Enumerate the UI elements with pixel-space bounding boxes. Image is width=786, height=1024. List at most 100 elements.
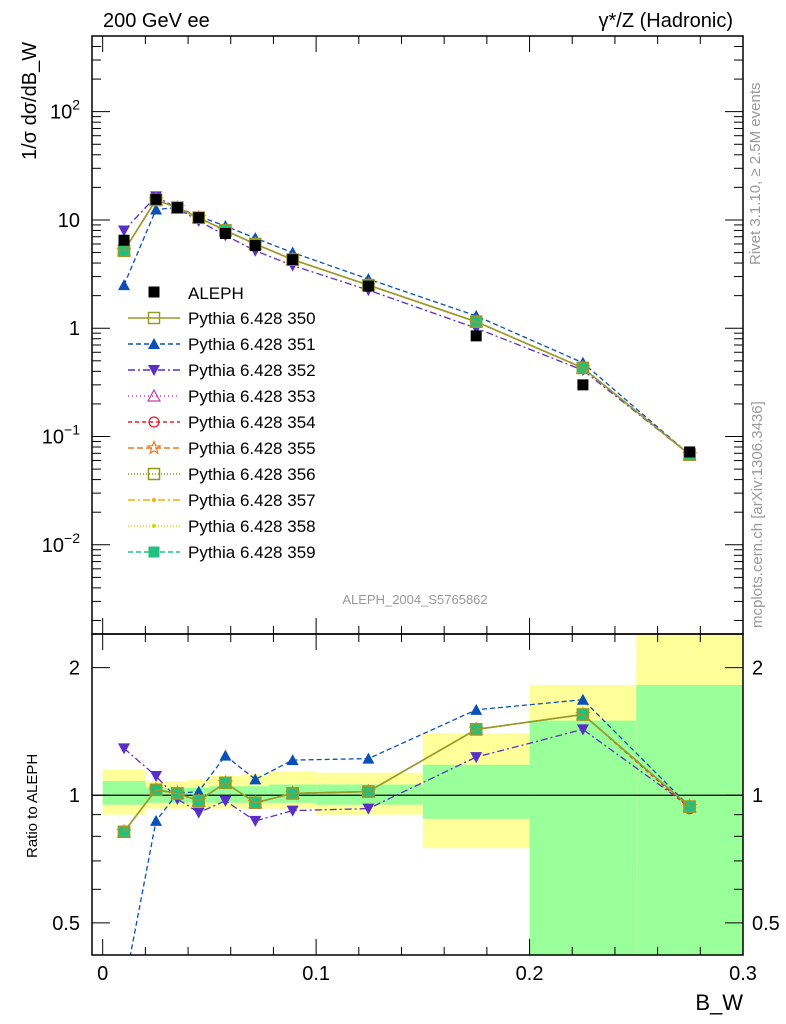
main-ylabel: 1/σ dσ/dB_W [19,42,41,160]
legend-label-s355: Pythia 6.428 355 [188,439,316,458]
legend-marker-data [148,286,160,298]
legend-label-s352: Pythia 6.428 352 [188,361,316,380]
data-point [684,446,696,458]
legend-marker-s351 [148,338,160,349]
data-point [219,227,231,239]
ratio-y-tick-label-left: 2 [69,658,80,680]
main-ylabel-text: 1/σ dσ/dB_W [19,42,41,160]
data-point [193,212,205,224]
point-s350 [219,776,232,790]
rivet-version-label: Rivet 3.1.10, ≥ 2.5M events [747,83,764,266]
legend-marker-s354 [148,416,160,428]
legend-entry-s359: Pythia 6.428 359 [128,543,316,562]
point-s351 [118,279,131,291]
legend-label-s350: Pythia 6.428 350 [188,309,316,328]
main-y-tick-label: 1 [69,318,80,340]
tick-base: 10 [42,427,64,449]
tick-exponent: −1 [64,422,80,438]
main-y-tick-label: 10−2 [42,530,80,557]
main-y-tick-label: 102 [50,97,80,124]
data-points [118,193,696,458]
legend-entry-s351: Pythia 6.428 351 [128,335,316,354]
series-line-s350 [123,713,691,833]
legend-label-s353: Pythia 6.428 353 [188,387,316,406]
legend-label-data: ALEPH [188,284,244,303]
x-tick-label: 0 [97,963,108,985]
series-line-s351 [129,699,691,955]
point-s351 [219,749,232,761]
x-tick-label: 0.3 [729,963,757,985]
tick-exponent: −2 [64,530,80,546]
series-s351 [129,693,696,955]
legend-entry-s356: Pythia 6.428 356 [128,465,316,484]
point-s352 [118,743,131,755]
point-s350 [286,787,299,800]
header-left: 200 GeV ee [103,10,210,32]
point-s352 [286,805,299,817]
legend-entry-data: ALEPH [148,284,244,303]
x-axis-label: B_W [695,990,743,1015]
point-s350 [149,783,163,797]
series-s350 [117,708,696,839]
point-s351 [286,754,299,766]
legend-marker-s357 [152,498,156,502]
legend-marker-s359 [148,546,160,558]
legend-label-s351: Pythia 6.428 351 [188,335,316,354]
point-s351 [249,773,262,785]
ratio-frame [91,633,744,956]
legend-label-s359: Pythia 6.428 359 [188,543,316,562]
point-s352 [192,807,205,819]
point-s350 [249,796,262,810]
legend-label-s354: Pythia 6.428 354 [188,413,316,432]
legend-marker-s352 [148,365,160,376]
point-s352 [150,771,163,783]
x-tick-label: 0.2 [516,963,544,985]
ratio-y-tick-label-left: 1 [69,785,80,807]
point-s359 [684,801,696,813]
ratio-uncertainty-bands [92,634,743,955]
legend-entry-s352: Pythia 6.428 352 [128,361,316,380]
point-s350 [117,825,131,839]
ratio-y-tick-label-right: 0.5 [752,913,780,935]
legend: ALEPH Pythia 6.428 350 Pythia 6.428 351 Pyt… [128,284,316,562]
band-inner [636,684,743,955]
tick-base: 10 [58,210,80,232]
x-tick-label: 0.1 [302,963,330,985]
legend-label-s358: Pythia 6.428 358 [188,517,316,536]
data-point [577,379,589,391]
point-s350 [683,800,696,813]
data-point [470,330,482,342]
data-point [118,234,130,246]
point-s352 [118,225,131,237]
point-s351 [192,785,205,797]
legend-label-s356: Pythia 6.428 356 [188,465,316,484]
point-s352 [470,752,483,764]
data-point [249,240,261,252]
point-s350 [192,794,205,808]
point-s352 [249,815,262,827]
mcplots-label: mcplots.cern.ch [arXiv:1306.3436] [749,401,766,628]
legend-marker-s356 [147,467,161,481]
ratio-y-tick-label-left: 0.5 [52,913,80,935]
main-y-tick-label: 10 [58,210,80,232]
point-s350 [171,787,184,800]
legend-marker-s353 [146,388,162,402]
band-inner [422,764,530,819]
legend-label-s357: Pythia 6.428 357 [188,491,316,510]
point-s350 [576,361,590,375]
point-s351 [150,814,163,826]
data-point [287,254,299,266]
tick-base: 1 [69,318,80,340]
band-inner [209,786,242,803]
point-s351 [470,703,483,715]
legend-entry-s357: Pythia 6.428 357 [128,491,316,510]
ratio-series-clipped [116,693,698,955]
legend-marker-s350 [147,311,161,325]
ratio-ylabel: Ratio to ALEPH [24,754,41,858]
data-point [362,280,374,292]
ratio-y-tick-label-right: 2 [752,658,763,680]
point-s350 [576,708,590,721]
data-point [150,193,162,205]
